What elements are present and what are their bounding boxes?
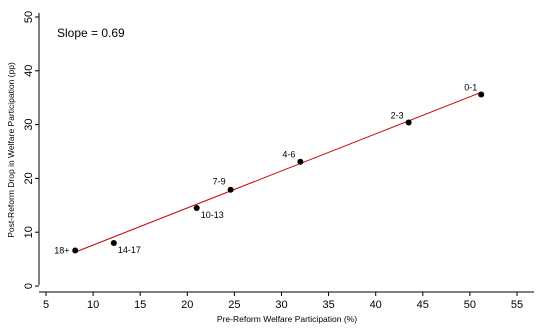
y-axis-label: Post-Reform Drop in Welfare Participatio…: [6, 62, 16, 238]
point-label: 18+: [54, 245, 69, 255]
data-point: [193, 204, 200, 211]
x-tick-label: 40: [370, 299, 382, 311]
point-label: 2-3: [391, 110, 404, 120]
x-tick-label: 5: [43, 299, 49, 311]
data-point: [227, 186, 234, 193]
y-tick-label: 20: [23, 172, 35, 184]
point-label: 10-13: [201, 210, 224, 220]
x-tick-label: 15: [134, 299, 146, 311]
data-point: [478, 91, 485, 98]
data-point: [72, 247, 79, 254]
x-axis-label: Pre-Reform Welfare Participation (%): [217, 314, 357, 324]
point-label: 14-17: [118, 245, 141, 255]
y-tick-label: 10: [23, 226, 35, 238]
y-tick-label: 30: [23, 118, 35, 130]
x-tick-label: 10: [87, 299, 99, 311]
data-point: [297, 158, 304, 165]
y-tick-label: 50: [23, 11, 35, 23]
x-tick-label: 30: [275, 299, 287, 311]
x-tick-label: 20: [181, 299, 193, 311]
y-axis-ticks: 0 10 20 30 40 50: [23, 11, 39, 289]
point-label: 0-1: [464, 82, 477, 92]
x-tick-label: 35: [322, 299, 334, 311]
x-tick-label: 50: [464, 299, 476, 311]
y-tick-label: 40: [23, 65, 35, 77]
x-tick-label: 45: [417, 299, 429, 311]
data-point: [110, 239, 117, 246]
y-tick-label: 0: [23, 283, 35, 289]
fit-line: [75, 91, 482, 253]
point-label: 7-9: [213, 177, 226, 187]
x-tick-label: 55: [511, 299, 523, 311]
x-tick-label: 25: [228, 299, 240, 311]
data-point: [405, 119, 412, 126]
x-axis-ticks: 5 10 15 20 25 30 35 40 45 50 55: [43, 292, 523, 311]
point-label: 4-6: [282, 150, 295, 160]
data-points: 0-1 2-3 4-6 7-9 10-13 14-17 18+: [54, 82, 485, 255]
slope-annotation: Slope = 0.69: [57, 26, 125, 40]
